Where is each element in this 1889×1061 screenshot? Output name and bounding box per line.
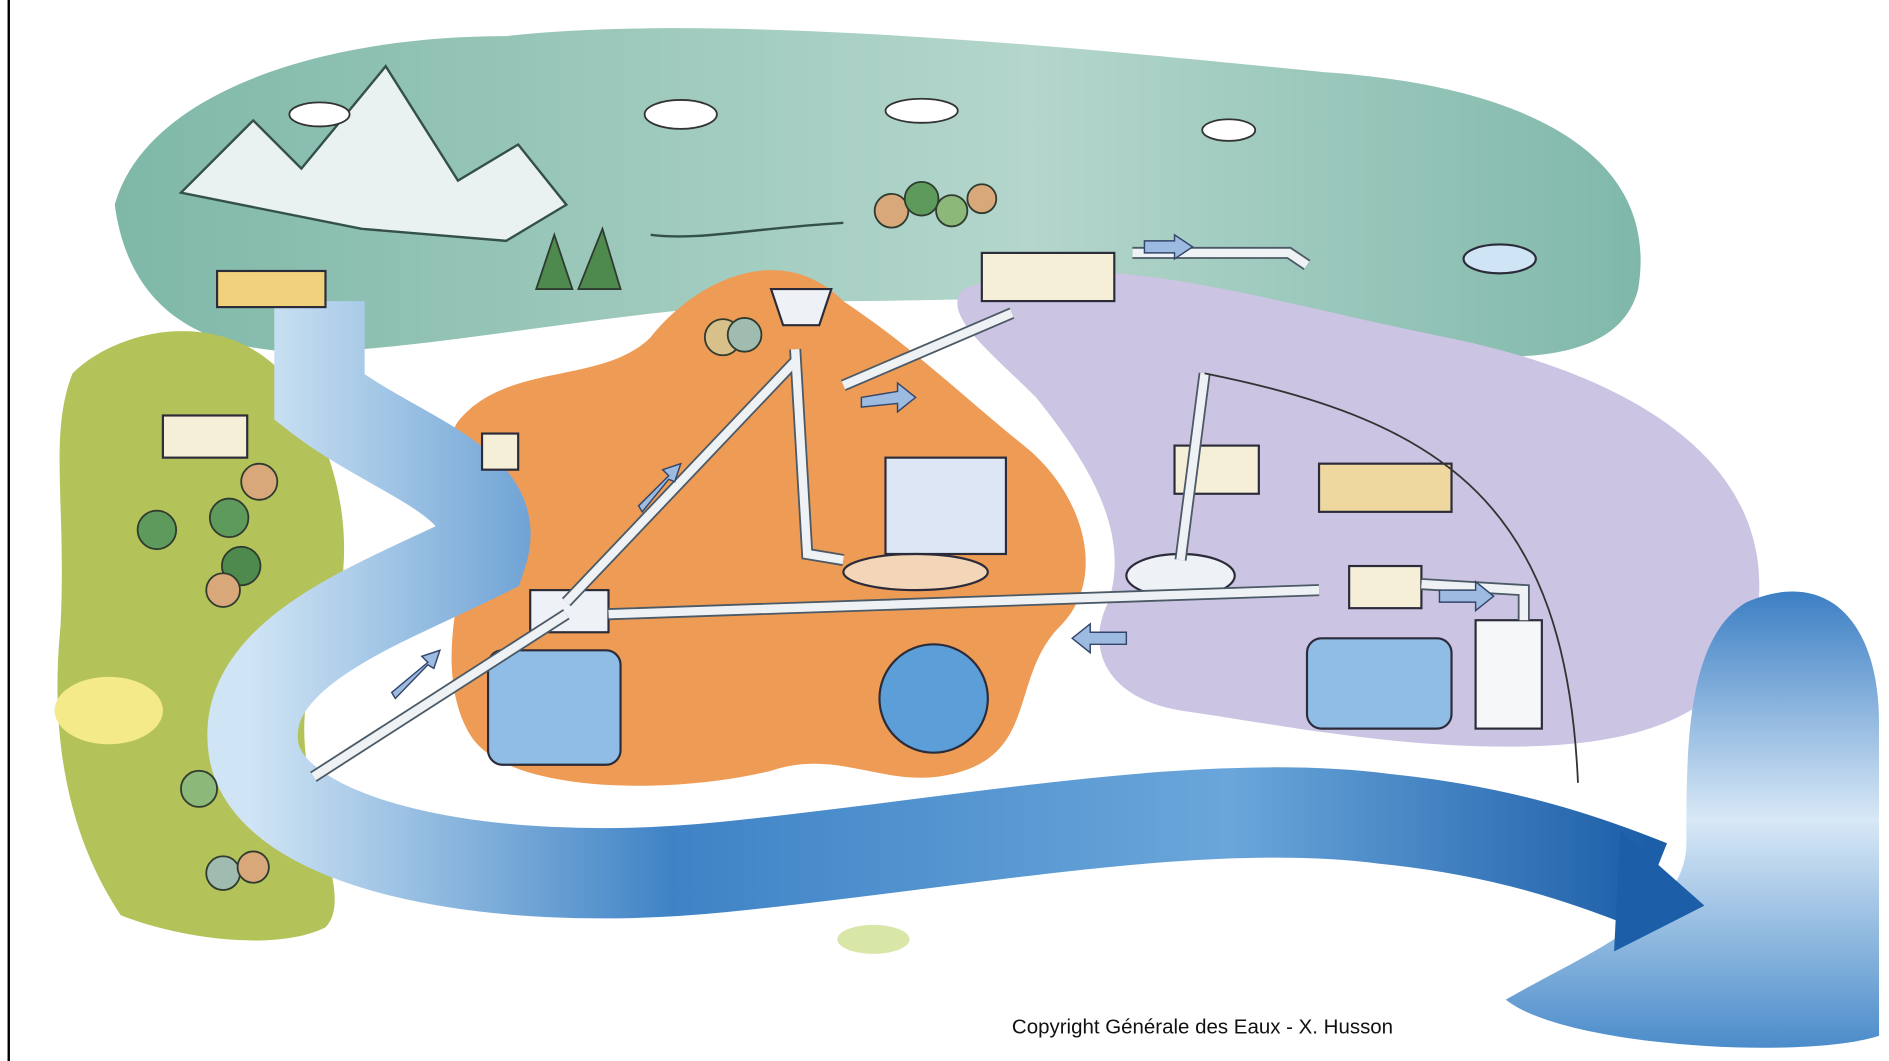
water-cycle-illustration: Copyright Générale des Eaux - X. Husson (0, 0, 1889, 1061)
page: Copyright Générale des Eaux - X. Husson … (0, 0, 1889, 1061)
copyright-credit: Copyright Générale des Eaux - X. Husson (1012, 1015, 1393, 1038)
